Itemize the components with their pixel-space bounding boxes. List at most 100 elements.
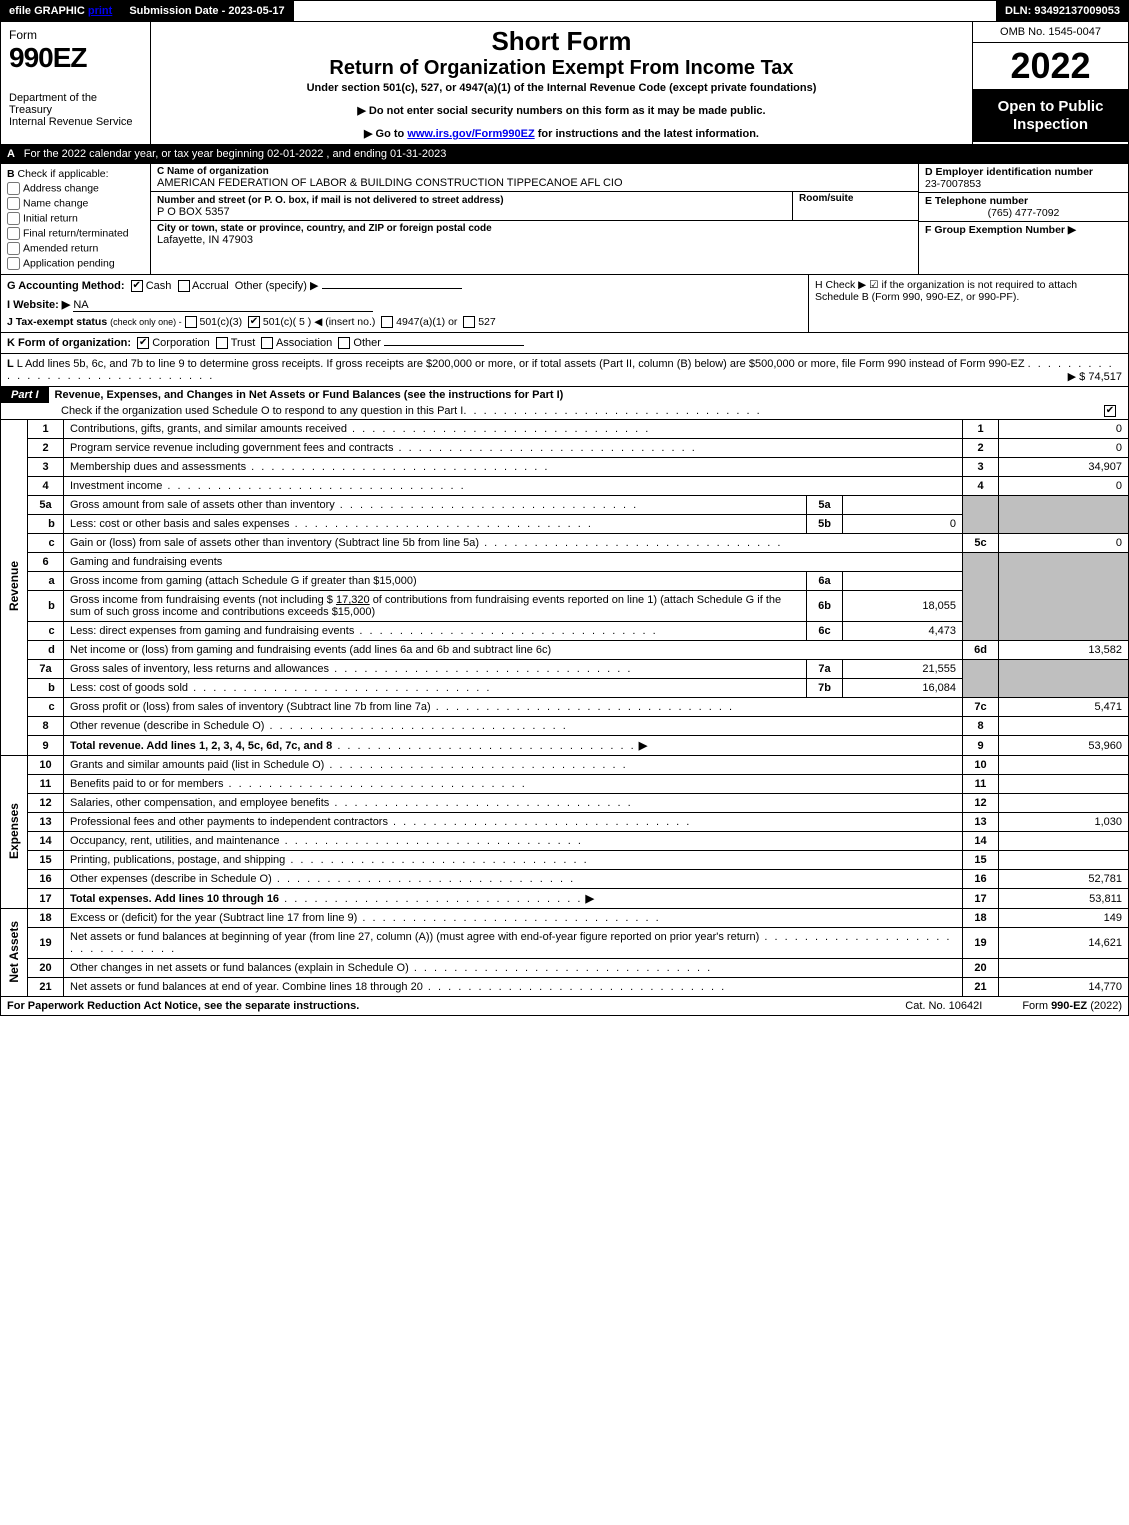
h-schedule-b: H Check ▶ ☑ if the organization is not r… xyxy=(808,275,1128,332)
b-check-name[interactable] xyxy=(7,197,20,210)
row-a-text xyxy=(18,148,21,160)
k-corp-check[interactable]: ✔ xyxy=(137,337,149,349)
l5ab-rv xyxy=(999,496,1129,534)
l4-d: Investment income xyxy=(70,480,162,492)
block-bcdef: B Check if applicable: Address change Na… xyxy=(0,164,1129,275)
l3-rn: 3 xyxy=(963,458,999,477)
c-name-label: C Name of organization xyxy=(157,166,912,177)
k-assoc-check[interactable] xyxy=(261,337,273,349)
b-opt-initial-label: Initial return xyxy=(23,212,78,224)
l8-rv xyxy=(999,717,1129,736)
b-opt-pending[interactable]: Application pending xyxy=(7,257,144,270)
b-check-pending[interactable] xyxy=(7,257,20,270)
part1-check[interactable]: ✔ xyxy=(1104,405,1116,417)
b-opt-amended[interactable]: Amended return xyxy=(7,242,144,255)
b-opt-name[interactable]: Name change xyxy=(7,197,144,210)
b-opt-initial[interactable]: Initial return xyxy=(7,212,144,225)
line-21: 21Net assets or fund balances at end of … xyxy=(1,978,1129,997)
l11-rn: 11 xyxy=(963,775,999,794)
footer-center: Cat. No. 10642I xyxy=(865,1000,1022,1012)
g-cash-check[interactable]: ✔ xyxy=(131,280,143,292)
b-sub: Check if applicable: xyxy=(18,168,109,180)
b-check-initial[interactable] xyxy=(7,212,20,225)
l6b-num: b xyxy=(28,591,64,622)
i-label: I Website: ▶ xyxy=(7,299,70,311)
line-11: 11Benefits paid to or for members11 xyxy=(1,775,1129,794)
l1-num: 1 xyxy=(28,420,64,439)
line-20: 20Other changes in net assets or fund ba… xyxy=(1,959,1129,978)
l7a-il: 7a xyxy=(807,660,843,679)
l3-d: Membership dues and assessments xyxy=(70,461,246,473)
g-accrual: Accrual xyxy=(192,280,229,292)
row-a-body: For the 2022 calendar year, or tax year … xyxy=(24,148,447,160)
l8-d: Other revenue (describe in Schedule O) xyxy=(70,720,264,732)
l6c-d: Less: direct expenses from gaming and fu… xyxy=(70,625,354,637)
j-4947-check[interactable] xyxy=(381,316,393,328)
title-short-form: Short Form xyxy=(159,26,964,57)
l12-rn: 12 xyxy=(963,794,999,813)
b-check-final[interactable] xyxy=(7,227,20,240)
footer-right-suffix: (2022) xyxy=(1087,1000,1122,1012)
c-room-label: Room/suite xyxy=(799,193,853,204)
l5a-num: 5a xyxy=(28,496,64,515)
l16-d: Other expenses (describe in Schedule O) xyxy=(70,873,272,885)
g-accrual-check[interactable] xyxy=(178,280,190,292)
line-1: Revenue 1 Contributions, gifts, grants, … xyxy=(1,420,1129,439)
l10-desc: Grants and similar amounts paid (list in… xyxy=(64,756,963,775)
row-a: A For the 2022 calendar year, or tax yea… xyxy=(0,145,1129,164)
k-other-check[interactable] xyxy=(338,337,350,349)
e-phone: E Telephone number (765) 477-7092 xyxy=(919,193,1128,222)
irs-link[interactable]: www.irs.gov/Form990EZ xyxy=(407,128,534,140)
c-street-label: Number and street (or P. O. box, if mail… xyxy=(157,195,504,206)
k-other: Other xyxy=(353,337,381,349)
public-inspection-badge: Open to Public Inspection xyxy=(973,90,1128,142)
l3-rv: 34,907 xyxy=(999,458,1129,477)
l10-rv xyxy=(999,756,1129,775)
l5b-iv: 0 xyxy=(843,515,963,534)
l17-num: 17 xyxy=(28,889,64,909)
l8-num: 8 xyxy=(28,717,64,736)
l7b-d: Less: cost of goods sold xyxy=(70,682,188,694)
l9-rn: 9 xyxy=(963,736,999,756)
b-opt-final[interactable]: Final return/terminated xyxy=(7,227,144,240)
l6b-d1: Gross income from fundraising events (no… xyxy=(70,594,336,606)
l6d-rv: 13,582 xyxy=(999,641,1129,660)
part1-title: Revenue, Expenses, and Changes in Net As… xyxy=(49,387,570,403)
note-goto-suffix: for instructions and the latest informat… xyxy=(538,128,759,140)
line-13: 13Professional fees and other payments t… xyxy=(1,813,1129,832)
page-footer: For Paperwork Reduction Act Notice, see … xyxy=(0,997,1129,1016)
l2-rn: 2 xyxy=(963,439,999,458)
line-18: Net Assets 18Excess or (deficit) for the… xyxy=(1,909,1129,928)
l6d-desc: Net income or (loss) from gaming and fun… xyxy=(64,641,963,660)
l11-desc: Benefits paid to or for members xyxy=(64,775,963,794)
part1-header: Part I Revenue, Expenses, and Changes in… xyxy=(0,387,1129,420)
l13-desc: Professional fees and other payments to … xyxy=(64,813,963,832)
l21-d: Net assets or fund balances at end of ye… xyxy=(70,981,423,993)
l13-d: Professional fees and other payments to … xyxy=(70,816,388,828)
l6c-num: c xyxy=(28,622,64,641)
l18-rv: 149 xyxy=(999,909,1129,928)
line-6a: a Gross income from gaming (attach Sched… xyxy=(1,572,1129,591)
k-trust-check[interactable] xyxy=(216,337,228,349)
l3-desc: Membership dues and assessments xyxy=(64,458,963,477)
l15-d: Printing, publications, postage, and shi… xyxy=(70,854,285,866)
j-527-check[interactable] xyxy=(463,316,475,328)
l7c-rv: 5,471 xyxy=(999,698,1129,717)
l1-rn: 1 xyxy=(963,420,999,439)
b-check-amended[interactable] xyxy=(7,242,20,255)
l14-d: Occupancy, rent, utilities, and maintena… xyxy=(70,835,280,847)
l1-desc: Contributions, gifts, grants, and simila… xyxy=(64,420,963,439)
j-c5-check[interactable]: ✔ xyxy=(248,316,260,328)
l8-desc: Other revenue (describe in Schedule O) xyxy=(64,717,963,736)
l2-rv: 0 xyxy=(999,439,1129,458)
l5a-desc: Gross amount from sale of assets other t… xyxy=(64,496,807,515)
l5ab-rn xyxy=(963,496,999,534)
line-5b: b Less: cost or other basis and sales ex… xyxy=(1,515,1129,534)
print-link[interactable]: print xyxy=(88,5,112,17)
b-opt-address[interactable]: Address change xyxy=(7,182,144,195)
form-code: 990EZ xyxy=(9,42,142,74)
lines-table: Revenue 1 Contributions, gifts, grants, … xyxy=(0,420,1129,997)
j-c3-check[interactable] xyxy=(185,316,197,328)
l18-d: Excess or (deficit) for the year (Subtra… xyxy=(70,912,357,924)
b-check-address[interactable] xyxy=(7,182,20,195)
